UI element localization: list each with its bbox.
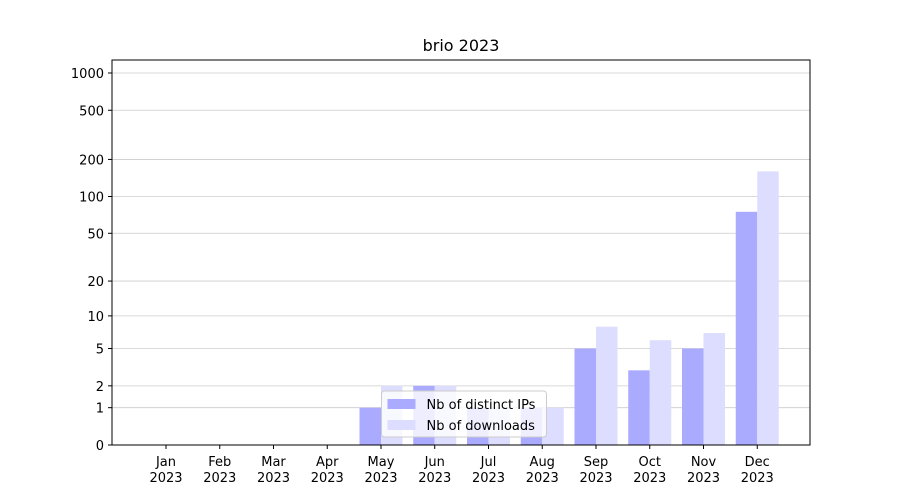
- x-tick-label: Jun 2023: [418, 455, 451, 486]
- chart-title: brio 2023: [423, 36, 500, 55]
- bar: [682, 348, 704, 445]
- legend-swatch: [387, 399, 416, 409]
- y-tick-label: 1000: [71, 67, 104, 82]
- y-tick-label: 5: [96, 343, 104, 358]
- y-tick-label: 20: [87, 275, 104, 290]
- x-tick-label: Feb 2023: [203, 455, 236, 486]
- x-tick-label: Aug 2023: [526, 455, 559, 486]
- legend-label: Nb of distinct IPs: [427, 398, 536, 413]
- legend-box: [381, 390, 547, 438]
- bar: [735, 211, 758, 445]
- y-tick-label: 10: [87, 310, 104, 325]
- bar: [596, 326, 618, 445]
- x-tick-label: Nov 2023: [687, 455, 720, 486]
- bar: [757, 171, 779, 445]
- x-tick-label: Sep 2023: [579, 455, 612, 486]
- x-tick-label: Apr 2023: [311, 455, 344, 486]
- y-tick-label: 0: [96, 439, 104, 454]
- y-tick-label: 2: [96, 380, 104, 395]
- bar: [649, 340, 672, 445]
- bar: [574, 348, 596, 445]
- bar: [628, 370, 650, 445]
- x-tick-label: Oct 2023: [633, 455, 666, 486]
- legend-label: Nb of downloads: [427, 419, 536, 434]
- y-tick-label: 200: [79, 153, 104, 168]
- y-tick-label: 50: [87, 227, 104, 242]
- y-tick-label: 100: [79, 190, 104, 205]
- bar: [359, 407, 381, 445]
- bar: [703, 333, 725, 445]
- legend-swatch: [387, 420, 416, 430]
- x-tick-label: Dec 2023: [741, 455, 774, 486]
- bar: [542, 407, 564, 445]
- axes-frame: [111, 59, 811, 446]
- y-tick-label: 1: [96, 402, 104, 417]
- x-tick-label: Jul 2023: [472, 455, 505, 486]
- x-tick-label: Jan 2023: [149, 455, 182, 486]
- x-tick-label: Mar 2023: [257, 455, 290, 486]
- x-tick-label: May 2023: [364, 455, 397, 486]
- y-tick-label: 500: [79, 104, 104, 119]
